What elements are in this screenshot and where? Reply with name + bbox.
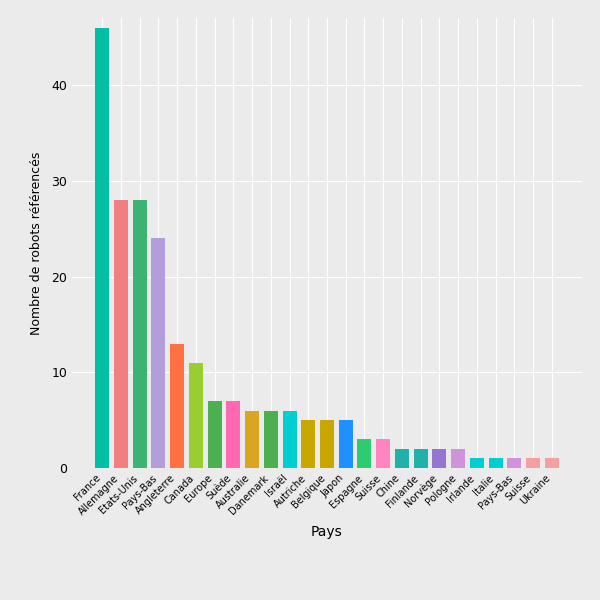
Bar bbox=[413, 449, 428, 468]
Bar bbox=[151, 238, 166, 468]
Bar bbox=[245, 410, 259, 468]
Bar bbox=[301, 420, 315, 468]
Bar bbox=[170, 344, 184, 468]
Bar bbox=[189, 362, 203, 468]
Bar bbox=[526, 458, 540, 468]
Bar bbox=[95, 28, 109, 468]
Bar bbox=[339, 420, 353, 468]
Bar bbox=[545, 458, 559, 468]
Y-axis label: Nombre de robots référencés: Nombre de robots référencés bbox=[30, 151, 43, 335]
Bar bbox=[488, 458, 503, 468]
Bar bbox=[208, 401, 221, 468]
X-axis label: Pays: Pays bbox=[311, 525, 343, 539]
Bar bbox=[226, 401, 241, 468]
Bar bbox=[376, 439, 390, 468]
Bar bbox=[133, 200, 146, 468]
Bar bbox=[433, 449, 446, 468]
Bar bbox=[114, 200, 128, 468]
Bar bbox=[451, 449, 465, 468]
Bar bbox=[320, 420, 334, 468]
Bar bbox=[508, 458, 521, 468]
Bar bbox=[395, 449, 409, 468]
Bar bbox=[264, 410, 278, 468]
Bar bbox=[283, 410, 296, 468]
Bar bbox=[470, 458, 484, 468]
Bar bbox=[358, 439, 371, 468]
